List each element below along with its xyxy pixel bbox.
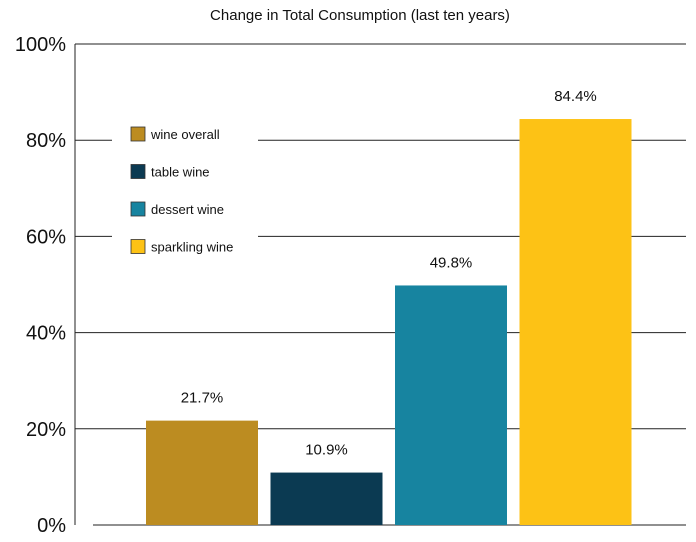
legend-swatch: [130, 164, 146, 179]
data-label-wine-overall: 21.7%: [181, 390, 224, 407]
legend-swatch: [130, 239, 146, 254]
y-tick-label: 80%: [26, 130, 66, 152]
bars: [146, 119, 632, 525]
y-tick-label: 0%: [37, 515, 66, 537]
y-tick-label: 20%: [26, 419, 66, 441]
bar-table-wine: [270, 472, 383, 525]
y-tick-label: 100%: [15, 34, 66, 56]
data-label-table-wine: 10.9%: [305, 442, 348, 459]
data-labels: 21.7% 10.9% 49.8% 84.4%: [181, 88, 597, 459]
data-label-dessert-wine: 49.8%: [430, 254, 473, 271]
y-axis-ticks: 0% 20% 40% 60% 80% 100%: [15, 34, 66, 537]
bar-wine-overall: [146, 420, 258, 525]
bar-sparkling-wine: [519, 119, 632, 525]
data-label-sparkling-wine: 84.4%: [554, 88, 597, 105]
y-tick-label: 40%: [26, 323, 66, 345]
legend: wine overall table wine dessert wine sparkl…: [112, 116, 258, 266]
legend-label: dessert wine: [151, 202, 224, 217]
legend-label: table wine: [151, 165, 210, 180]
chart-title: Change in Total Consumption (last ten ye…: [210, 7, 510, 24]
legend-swatch: [130, 126, 146, 142]
y-tick-label: 60%: [26, 226, 66, 248]
legend-label: sparkling wine: [151, 240, 233, 255]
bar-dessert-wine: [395, 285, 507, 525]
legend-swatch: [130, 201, 146, 217]
legend-label: wine overall: [150, 127, 220, 142]
